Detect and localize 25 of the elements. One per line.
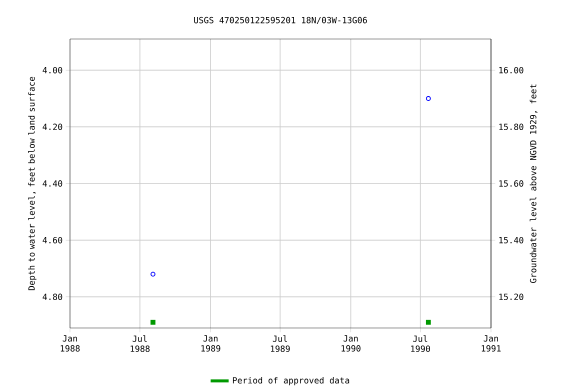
x-tick-label: Jan 1991	[482, 335, 501, 352]
x-tick-label: Jul 1989	[270, 335, 290, 352]
y-tick-label: 4.20	[42, 124, 62, 130]
chart-title: USGS 470250122595201 18N/03W-13G06	[194, 17, 367, 24]
point	[150, 320, 156, 325]
y-axis-title: Depth to water level, feet below land surface	[28, 77, 36, 290]
y2-tick-label: 15.60	[499, 180, 524, 187]
x-tick-label: Jul 1988	[130, 335, 150, 352]
y-tick-label: 4.80	[42, 294, 62, 300]
y2-tick-label: 15.40	[499, 237, 524, 244]
x-tick-label: Jan 1990	[342, 335, 360, 352]
y2-axis-title: Groundwater level above NGVD 1929, feet	[530, 84, 538, 284]
point	[426, 320, 431, 325]
point	[426, 96, 431, 102]
y2-tick-label: 16.00	[499, 67, 524, 74]
legend-label: Period of approved data	[232, 377, 350, 386]
x-tick-label: Jan 1988	[60, 335, 80, 352]
y2-tick-label: 15.80	[499, 124, 524, 130]
y2-tick-label: 15.20	[499, 294, 524, 300]
x-tick-label: Jul 1990	[411, 335, 430, 352]
point	[150, 272, 156, 277]
y-tick-label: 4.00	[42, 67, 62, 74]
y-tick-label: 4.60	[42, 237, 62, 244]
x-tick-label: Jan 1989	[201, 335, 220, 352]
y-tick-label: 4.40	[42, 180, 62, 187]
